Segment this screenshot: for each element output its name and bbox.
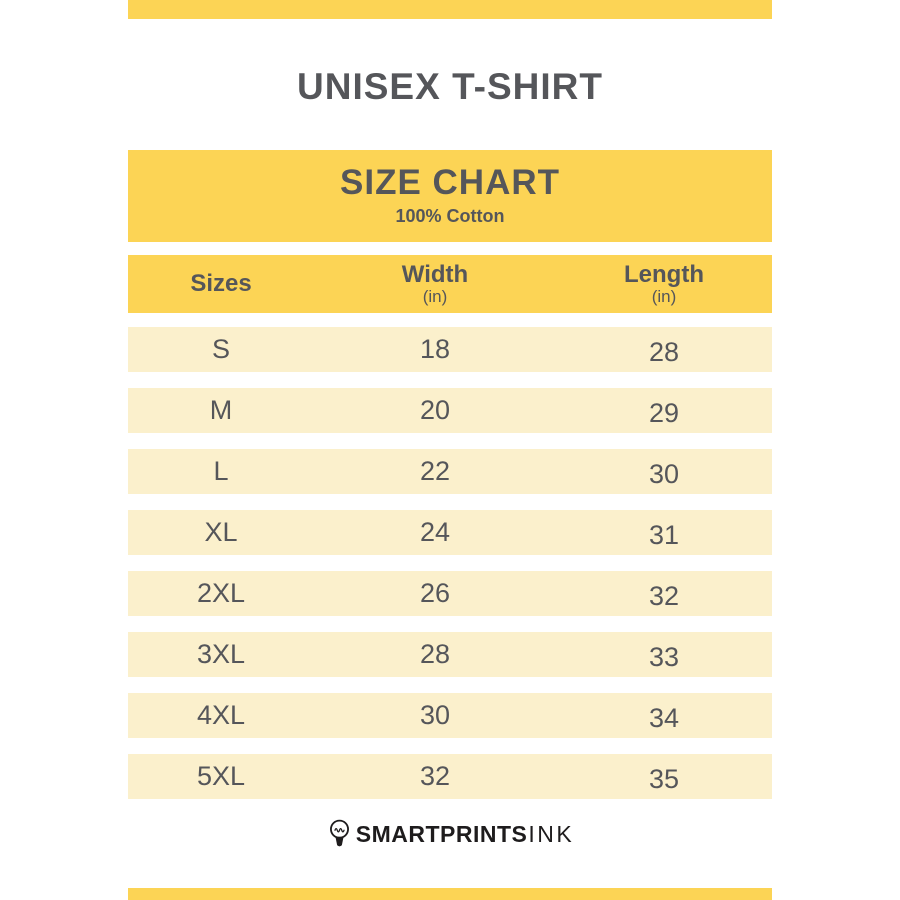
table-row: 5XL 32 35 [128,754,772,799]
width-cell: 30 [419,700,451,730]
length-cell: 31 [648,520,680,550]
size-cell: 2XL [196,578,246,608]
width-cell: 26 [419,578,451,608]
width-cell: 32 [419,761,451,791]
column-header-label: Width [401,260,469,288]
table-row: 2XL 26 32 [128,571,772,616]
column-header-unit: (in) [422,287,448,307]
column-header-label: Sizes [190,270,252,298]
table-header-row: Sizes Width (in) Length (in) [128,255,772,313]
width-cell: 28 [419,639,451,669]
width-cell: 22 [419,456,451,486]
top-accent-bar [128,0,772,19]
brand-wordmark: SMARTPRINTS INK [356,821,574,848]
length-cell: 35 [648,764,680,794]
width-cell: 18 [419,334,451,364]
table-row: S 18 28 [128,327,772,372]
length-cell: 28 [648,337,680,367]
column-header-length: Length (in) [556,255,772,313]
column-header-unit: (in) [651,287,677,307]
size-cell: M [209,395,233,425]
size-cell: 4XL [196,700,246,730]
size-cell: S [211,334,230,364]
table-row: 3XL 28 33 [128,632,772,677]
size-cell: XL [204,517,238,547]
length-cell: 32 [648,581,680,611]
width-cell: 20 [419,395,451,425]
length-cell: 34 [648,703,680,733]
table-body: S 18 28 M 20 29 L 22 30 XL 24 31 2XL 26 … [128,327,772,815]
column-header-label: Length [624,260,704,288]
brand-logo: SMARTPRINTS INK [0,818,900,850]
brand-name-light: INK [528,820,575,847]
banner-title: SIZE CHART [340,162,560,202]
column-header-sizes: Sizes [128,255,314,313]
size-chart-banner: SIZE CHART 100% Cotton [128,150,772,242]
table-row: M 20 29 [128,388,772,433]
table-row: 4XL 30 34 [128,693,772,738]
length-cell: 29 [648,398,680,428]
column-header-width: Width (in) [314,255,556,313]
width-cell: 24 [419,517,451,547]
length-cell: 33 [648,642,680,672]
page-title: UNISEX T-SHIRT [297,66,603,107]
size-cell: 5XL [196,761,246,791]
lightbulb-icon [329,819,349,847]
size-cell: L [213,456,229,486]
size-cell: 3XL [196,639,246,669]
length-cell: 30 [648,459,680,489]
table-row: L 22 30 [128,449,772,494]
brand-name-bold: SMARTPRINTS [355,820,528,847]
banner-subtitle: 100% Cotton [395,206,505,227]
bottom-accent-bar [128,888,772,900]
table-row: XL 24 31 [128,510,772,555]
